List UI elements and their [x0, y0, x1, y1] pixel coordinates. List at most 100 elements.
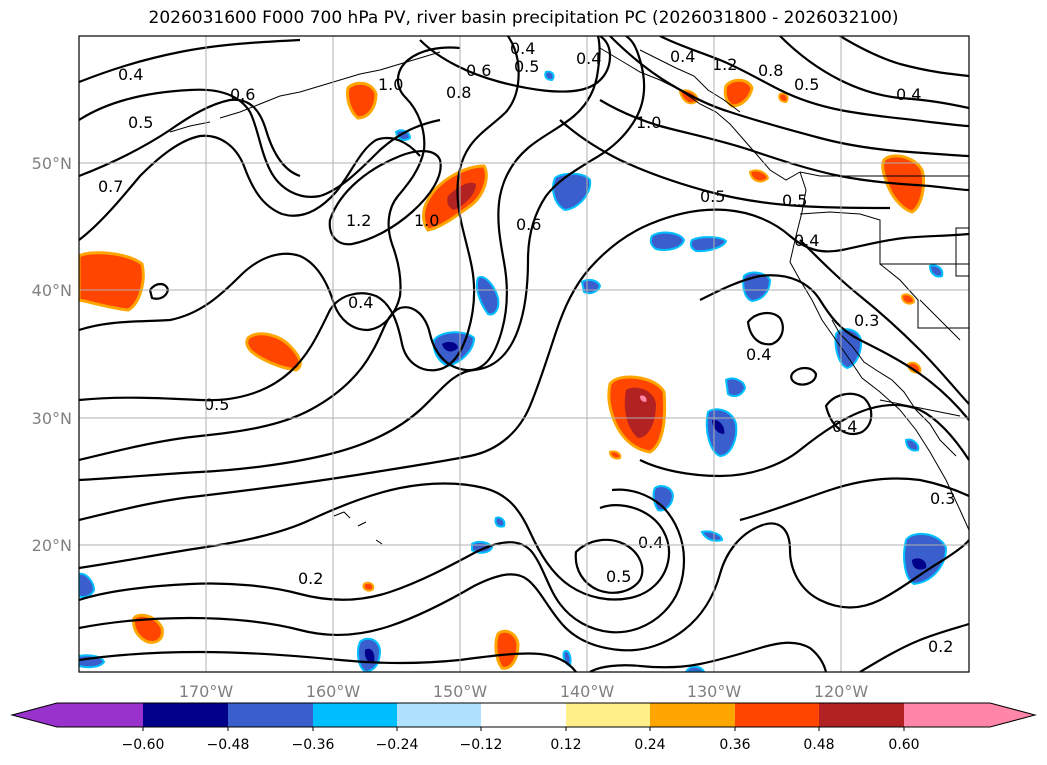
- colorbar-tick-label: −0.60: [122, 737, 165, 753]
- pos-blob: [346, 81, 378, 120]
- neg-blob: [79, 572, 96, 599]
- contour-label: 1.0: [378, 75, 403, 94]
- lon-label: 150°W: [433, 682, 488, 701]
- plot-title: 2026031600 F000 700 hPa PV, river basin …: [148, 8, 899, 28]
- lat-label: 20°N: [32, 536, 72, 555]
- pos-blob: [608, 450, 622, 460]
- pos-blob: [362, 581, 375, 592]
- pos-blob: [132, 613, 164, 644]
- colorbar-segment: [735, 703, 819, 727]
- pos-blob: [906, 361, 922, 374]
- neg-blob: [689, 236, 728, 253]
- positive-pc-blobs: [79, 78, 926, 670]
- lat-label: 40°N: [32, 281, 72, 300]
- colorbar-tick-label: −0.48: [207, 737, 250, 753]
- contour-label: 0.4: [510, 39, 535, 58]
- lon-label: 130°W: [687, 682, 742, 701]
- contour-label: 0.3: [930, 489, 955, 508]
- contour-label: 0.5: [794, 75, 819, 94]
- neg-blob: [544, 70, 555, 82]
- colorbar-extend-min: [12, 703, 57, 727]
- contour-label: 0.3: [854, 311, 879, 330]
- contour-label: 0.2: [298, 569, 323, 588]
- colorbar-tick-label: 0.60: [888, 737, 919, 753]
- colorbar: −0.60 −0.48 −0.36 −0.24 −0.12 0.12 0.24 …: [10, 702, 1037, 753]
- pv-contours: [79, 36, 969, 672]
- colorbar-tick-label: −0.24: [376, 737, 419, 753]
- lon-label: 140°W: [560, 682, 615, 701]
- pos-blob: [748, 169, 770, 183]
- contour-label: 0.5: [514, 57, 539, 76]
- contour-label: 0.5: [606, 567, 631, 586]
- colorbar-tick-label: 0.24: [634, 737, 665, 753]
- neg-blob: [494, 516, 506, 528]
- colorbar-tick-label: 0.48: [803, 737, 834, 753]
- contour-label: 0.6: [230, 85, 255, 104]
- neg-blob: [903, 532, 948, 586]
- lat-label: 30°N: [32, 409, 72, 428]
- contour-label: 0.4: [348, 293, 373, 312]
- lon-label: 120°W: [814, 682, 869, 701]
- contour-label: 0.5: [204, 395, 229, 414]
- lon-label: 170°W: [179, 682, 234, 701]
- colorbar-extend-max: [990, 703, 1035, 727]
- colorbar-segment: [566, 703, 650, 727]
- contour-label: 0.4: [670, 47, 695, 66]
- contour-label: 1.0: [636, 113, 661, 132]
- neg-blob: [904, 438, 920, 452]
- contour-label: 0.5: [782, 191, 807, 210]
- pos-blob: [494, 629, 520, 670]
- contour-label: 0.5: [700, 187, 725, 206]
- contour-label: 0.6: [516, 215, 541, 234]
- neg-blob: [700, 530, 724, 542]
- pos-blob: [778, 92, 789, 104]
- neg-blob: [834, 328, 863, 370]
- contour-label: 1.0: [414, 211, 439, 230]
- colorbar-segment: [397, 703, 481, 727]
- latitude-labels: 50°N 40°N 30°N 20°N: [32, 154, 72, 555]
- contour-label: 0.7: [98, 177, 123, 196]
- colorbar-segment: [481, 703, 566, 727]
- pos-blob: [79, 251, 145, 312]
- map-area: 0.4 0.5 0.7 0.6 1.0 1.2 1.0 0.4 0.5 0.6 …: [79, 36, 969, 672]
- contour-label: 1.2: [712, 55, 737, 74]
- contour-label: 0.4: [794, 231, 819, 250]
- neg-blob: [552, 172, 592, 212]
- colorbar-segment: [313, 703, 397, 727]
- contour-label: 0.6: [466, 61, 491, 80]
- neg-blob: [928, 264, 944, 278]
- pos-blob: [900, 293, 916, 305]
- colorbar-outline: [10, 702, 1037, 728]
- contour-label: 0.4: [638, 533, 663, 552]
- lat-label: 50°N: [32, 154, 72, 173]
- contour-label: 0.4: [896, 85, 921, 104]
- graticule: [79, 36, 969, 672]
- contour-labels: 0.4 0.5 0.7 0.6 1.0 1.2 1.0 0.4 0.5 0.6 …: [98, 39, 955, 656]
- colorbar-tick-label: −0.36: [292, 737, 335, 753]
- lon-label: 160°W: [306, 682, 361, 701]
- colorbar-tick-label: −0.12: [460, 737, 503, 753]
- contour-label: 0.4: [746, 345, 771, 364]
- contour-label: 0.4: [118, 65, 143, 84]
- neg-blob: [649, 231, 686, 251]
- coastlines: [169, 47, 969, 545]
- contour-label: 0.2: [928, 637, 953, 656]
- contour-label: 1.2: [346, 211, 371, 230]
- map-frame: [78, 35, 970, 673]
- contour-label: 0.8: [758, 61, 783, 80]
- contour-label: 0.4: [576, 49, 601, 68]
- colorbar-tick-label: 0.12: [550, 737, 581, 753]
- colorbar-segment: [650, 703, 735, 727]
- neg-blob: [476, 276, 500, 316]
- colorbar-segment: [143, 703, 228, 727]
- colorbar-segment: [819, 703, 904, 727]
- contour-label: 0.5: [128, 113, 153, 132]
- pos-blob: [723, 78, 754, 108]
- pos-blob: [245, 332, 302, 372]
- colorbar-segment: [904, 703, 990, 727]
- neg-blob: [724, 377, 747, 397]
- contour-label: 0.8: [446, 83, 471, 102]
- neg-blob: [580, 278, 602, 295]
- colorbar-segment: [57, 703, 143, 727]
